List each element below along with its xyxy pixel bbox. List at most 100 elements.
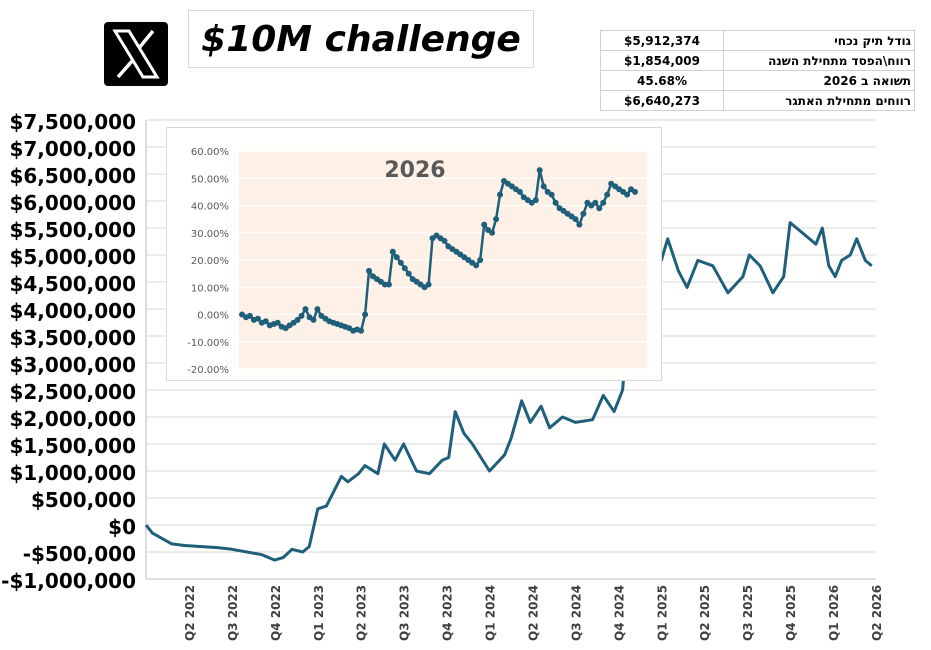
x-tick-label: Q2 2025	[698, 585, 712, 641]
y-tick-label: $2,500,000	[9, 380, 136, 404]
x-tick-label: Q2 2023	[355, 585, 369, 641]
inset-data-point	[596, 205, 603, 212]
y-tick-label: -$500,000	[23, 542, 136, 566]
x-tick-label: Q3 2022	[226, 585, 240, 641]
stat-value: 45.68%	[600, 70, 724, 91]
stat-label: רווח\הפסד מתחילת השנה	[723, 50, 915, 71]
inset-data-point	[314, 306, 321, 313]
inset-data-point	[572, 216, 579, 223]
inset-data-point	[254, 315, 261, 322]
inset-y-tick-label: 60.00%	[191, 147, 229, 158]
inset-y-tick-label: 50.00%	[191, 174, 229, 185]
inset-data-point	[580, 210, 587, 217]
y-tick-label: $7,500,000	[9, 110, 136, 134]
y-tick-label: $5,000,000	[9, 245, 136, 269]
x-tick-label: Q3 2024	[569, 585, 583, 641]
x-tick-label: Q2 2022	[183, 585, 197, 641]
inset-data-point	[366, 267, 372, 274]
inset-title: 2026	[384, 158, 445, 183]
inset-data-point	[397, 259, 404, 266]
y-axis-tick-labels: -$1,000,000 -$500,000 $0 $500,000 $1,000,000…	[1, 110, 136, 593]
inset-data-point	[246, 312, 253, 319]
inset-data-point	[481, 221, 488, 228]
x-tick-label: Q2 2024	[526, 585, 540, 641]
inset-chart: -20.00% -10.00% 0.00% 10.00% 20.00% 30.00% 40.…	[187, 147, 647, 376]
inset-data-point	[489, 229, 496, 236]
inset-data-point	[362, 311, 369, 318]
inset-data-point	[274, 319, 281, 326]
inset-data-point	[624, 191, 631, 198]
x-tick-label: Q4 2023	[441, 585, 455, 641]
inset-data-point	[401, 265, 408, 272]
inset-data-point	[294, 316, 301, 323]
y-tick-label: $500,000	[31, 488, 136, 512]
y-tick-label: $7,000,000	[9, 137, 136, 161]
stat-label: תשואה ב 2026	[723, 70, 915, 91]
y-tick-label: $5,500,000	[9, 218, 136, 242]
x-tick-label: Q1 2026	[827, 585, 841, 641]
x-tick-label: Q3 2023	[398, 585, 412, 641]
stats-row: $5,912,374 גודל תיק נכחי	[600, 30, 915, 51]
inset-data-point	[393, 254, 400, 261]
inset-y-axis-tick-labels: -20.00% -10.00% 0.00% 10.00% 20.00% 30.00% 40.…	[187, 147, 229, 376]
inset-data-point	[389, 248, 396, 255]
inset-series-group	[239, 167, 638, 334]
inset-data-point	[298, 312, 305, 319]
stat-value: $6,640,273	[600, 90, 724, 111]
y-tick-label: $4,000,000	[9, 299, 136, 323]
inset-data-point	[385, 281, 392, 288]
inset-data-point	[310, 316, 317, 323]
inset-data-point	[536, 167, 543, 174]
inset-chart-panel: -20.00% -10.00% 0.00% 10.00% 20.00% 30.00% 40.…	[166, 127, 662, 381]
inset-y-tick-label: 30.00%	[191, 229, 229, 240]
inset-data-point	[497, 191, 503, 198]
stats-row: 45.68% תשואה ב 2026	[600, 70, 915, 91]
title-box: $10M challenge	[188, 10, 534, 68]
y-tick-label: $3,500,000	[9, 326, 136, 350]
x-tick-label: Q2 2026	[870, 585, 884, 641]
inset-y-tick-label: -10.00%	[187, 338, 229, 349]
inset-y-tick-label: 20.00%	[191, 256, 229, 267]
stat-value: $1,854,009	[600, 50, 724, 71]
inset-data-point	[540, 183, 547, 190]
inset-y-tick-label: 40.00%	[191, 202, 229, 213]
inset-data-point	[532, 197, 539, 204]
inset-y-tick-label: -20.00%	[187, 365, 229, 376]
y-tick-label: $6,000,000	[9, 191, 136, 215]
y-tick-label: $1,500,000	[9, 434, 136, 458]
inset-data-point	[405, 270, 412, 277]
x-tick-label: Q1 2025	[655, 585, 669, 641]
x-tick-label: Q4 2025	[784, 585, 798, 641]
x-logo-icon[interactable]	[104, 22, 168, 86]
y-tick-label: -$1,000,000	[1, 569, 136, 593]
stat-label: רווחים מתחילת האתגר	[723, 90, 915, 111]
inset-data-point	[516, 188, 523, 195]
inset-data-point	[358, 327, 365, 334]
inset-data-point	[425, 281, 432, 288]
inset-data-point	[493, 216, 500, 223]
x-tick-label: Q1 2023	[312, 585, 326, 641]
y-tick-label: $0	[108, 515, 136, 539]
stats-table: $5,912,374 גודל תיק נכחי $1,854,009 רווח…	[600, 30, 915, 111]
y-tick-label: $2,000,000	[9, 407, 136, 431]
inset-data-point	[552, 199, 559, 206]
x-tick-label: Q4 2024	[612, 585, 626, 641]
x-logo-glyph	[112, 29, 160, 79]
x-tick-label: Q1 2024	[484, 585, 498, 641]
x-tick-label: Q3 2025	[741, 585, 755, 641]
stat-label: גודל תיק נכחי	[723, 30, 915, 51]
inset-data-point	[477, 257, 484, 263]
inset-y-tick-label: 10.00%	[191, 283, 229, 294]
inset-data-point	[632, 188, 638, 195]
inset-data-point	[302, 306, 309, 313]
inset-data-point	[600, 199, 607, 206]
inset-data-point	[548, 191, 555, 198]
inset-data-point	[592, 199, 599, 206]
y-tick-label: $3,000,000	[9, 353, 136, 377]
y-tick-label: $1,000,000	[9, 461, 136, 485]
chart-title: $10M challenge	[201, 18, 521, 60]
series-group	[144, 221, 873, 562]
stats-row: $6,640,273 רווחים מתחילת האתגר	[600, 90, 915, 111]
series-line	[144, 221, 873, 562]
x-axis-tick-labels: Q2 2022 Q3 2022 Q4 2022 Q1 2023 Q2 2023 Q3 20…	[183, 585, 884, 641]
